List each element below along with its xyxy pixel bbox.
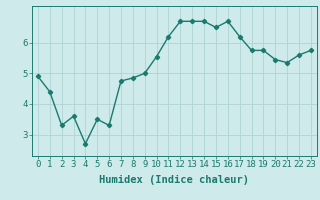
X-axis label: Humidex (Indice chaleur): Humidex (Indice chaleur): [100, 175, 249, 185]
